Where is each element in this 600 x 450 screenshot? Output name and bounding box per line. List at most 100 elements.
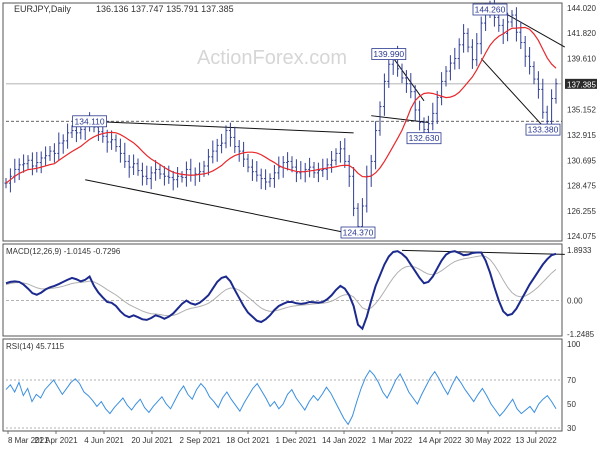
price-bar — [44, 146, 48, 166]
price-bar — [26, 155, 30, 169]
price-bar — [528, 46, 532, 75]
price-bar — [338, 140, 342, 163]
price-bar — [250, 159, 254, 181]
price-bar — [184, 161, 188, 187]
trend-line — [480, 58, 544, 127]
price-bar — [431, 102, 435, 131]
price-bar — [228, 122, 232, 147]
price-annotation: 144.260 — [472, 3, 508, 16]
annotation-box — [472, 3, 508, 16]
price-bar — [475, 33, 479, 67]
price-bar — [519, 21, 523, 50]
price-bar — [400, 63, 404, 84]
price-bar — [378, 101, 382, 136]
x-axis-tick-label: 18 Oct 2021 — [226, 436, 270, 445]
rsi-label: RSI(14) 45.7115 — [6, 342, 65, 351]
x-axis-tick-label: 2 Sep 2021 — [180, 436, 221, 445]
price-bar — [233, 126, 237, 154]
price-bar — [453, 47, 457, 70]
trend-line — [371, 115, 429, 124]
macd-axis-tick-label: -1.2485 — [567, 330, 595, 339]
price-bar — [52, 143, 56, 163]
price-bar — [167, 165, 171, 184]
price-bar — [255, 161, 259, 182]
price-bar — [171, 170, 175, 191]
price-bar — [211, 140, 215, 164]
price-bar — [132, 154, 136, 176]
x-axis-tick-label: 20 Jul 2021 — [131, 436, 173, 445]
price-bar — [462, 24, 466, 53]
price-bar — [162, 166, 166, 186]
price-bar — [316, 162, 320, 183]
price-bar — [114, 134, 118, 152]
price-bar — [444, 65, 448, 87]
x-axis-tick-label: 14 Apr 2022 — [418, 436, 462, 445]
price-bar — [321, 158, 325, 178]
price-bar — [224, 125, 228, 149]
price-bar — [506, 12, 510, 42]
price-bar — [448, 55, 452, 81]
rsi-line — [5, 369, 557, 426]
price-bar — [409, 73, 413, 99]
price-bar — [17, 158, 21, 181]
price-bar — [418, 100, 422, 131]
macd-panel — [2, 243, 563, 337]
price-bar — [61, 134, 65, 154]
rsi-axis-tick-label: 100 — [567, 340, 581, 349]
price-axis-tick-label: 132.915 — [567, 131, 596, 140]
price-bar — [470, 39, 474, 69]
trend-line — [85, 179, 367, 238]
price-bar — [242, 141, 246, 168]
price-axis-tick-label: 128.475 — [567, 182, 596, 191]
annotation-label: 132.630 — [409, 133, 440, 143]
price-bar — [136, 158, 140, 176]
price-bar — [334, 148, 338, 166]
annotation-box — [72, 115, 107, 128]
price-bar — [237, 140, 241, 162]
price-bar — [554, 78, 558, 104]
x-axis-tick-label: 4 Jun 2021 — [84, 436, 124, 445]
price-bar — [110, 130, 114, 150]
x-axis-tick-label: 14 Jan 2022 — [322, 436, 367, 445]
price-bar — [70, 125, 74, 138]
annotation-label: 134.110 — [75, 116, 105, 126]
price-bar — [550, 89, 554, 130]
price-bar — [536, 71, 540, 99]
price-bar — [220, 133, 224, 154]
price-bar — [180, 171, 184, 183]
price-bar — [290, 156, 294, 173]
macd-trend-line — [401, 249, 565, 255]
price-bar — [272, 164, 276, 188]
rsi-panel — [2, 338, 563, 432]
price-bar — [343, 138, 347, 168]
rsi-axis-tick-label: 30 — [567, 424, 576, 433]
price-bar — [158, 164, 162, 180]
x-axis-tick-label: 13 Jul 2022 — [515, 436, 557, 445]
price-bar — [382, 73, 386, 116]
x-axis-tick-label: 30 May 2022 — [465, 436, 512, 445]
price-annotation: 134.110 — [72, 115, 107, 128]
price-bar — [466, 28, 470, 53]
rsi-axis-tick-label: 70 — [567, 376, 576, 385]
price-bar — [259, 168, 263, 190]
price-bar — [127, 154, 131, 178]
annotation-box — [371, 48, 407, 60]
price-annotation: 133.380 — [525, 123, 561, 136]
price-bar — [264, 169, 268, 190]
price-bar — [57, 132, 61, 160]
moving-average-line — [5, 26, 557, 184]
annotation-box — [340, 226, 376, 239]
price-bar — [435, 90, 439, 125]
price-bar — [176, 167, 180, 188]
price-axis-tick-label: 124.075 — [567, 232, 596, 241]
macd-axis-tick-label: 0.00 — [567, 297, 583, 306]
price-axis-tick-label: 130.695 — [567, 156, 596, 165]
price-bar — [39, 151, 43, 174]
price-bar — [48, 145, 52, 161]
price-bar — [105, 129, 109, 153]
price-bar — [118, 138, 122, 163]
price-bar — [246, 153, 250, 173]
annotation-label: 124.370 — [343, 228, 374, 238]
ohlc-header: 136.136 137.747 135.791 137.385 — [96, 4, 234, 14]
